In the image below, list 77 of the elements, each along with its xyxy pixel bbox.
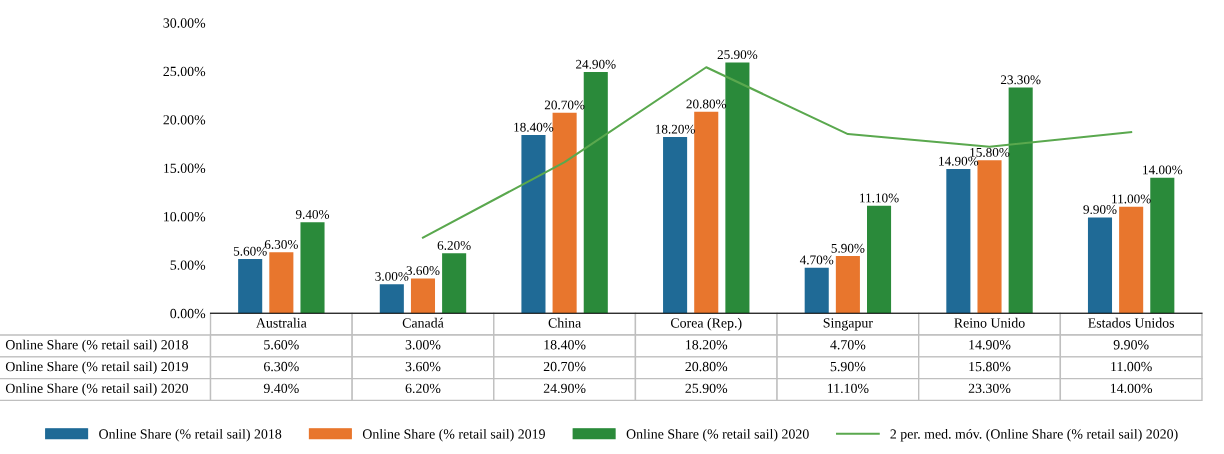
data-label: 3.60% — [405, 361, 441, 372]
y-tick-label: 30.00% — [163, 18, 206, 28]
text: 9.40% — [295, 209, 330, 219]
legend-label: Online Share (% retail sail) 2018 — [99, 428, 282, 442]
x-tick-label: Singapur — [823, 318, 873, 331]
text: 5.60% — [233, 246, 267, 256]
text: 11.10% — [860, 193, 899, 203]
bar — [238, 259, 263, 314]
data-label: 25.90% — [685, 383, 728, 394]
text: 14.00% — [1143, 165, 1183, 175]
x-tick-label: Estados Unidos — [1088, 317, 1175, 328]
data-label: 14.00% — [1110, 383, 1153, 394]
x-tick-label: Reino Unido — [954, 317, 1025, 328]
data-label: 11.00% — [1111, 361, 1152, 372]
data-label: 9.90% — [1113, 340, 1149, 350]
bar — [1150, 177, 1175, 314]
bar — [1119, 206, 1144, 314]
text: 23.30% — [1000, 75, 1041, 85]
legend-label: 2 per. med. móv. (Online Share (% retail sail) 2020) — [890, 428, 1178, 442]
bar — [694, 111, 719, 314]
bar — [442, 253, 467, 314]
bar — [977, 160, 1002, 314]
text: 14.90% — [939, 156, 979, 166]
x-tick-label: Corea (Rep.) — [670, 317, 742, 331]
y-tick-label: 25.00% — [163, 66, 206, 77]
legend-label: Online Share (% retail sail) 2019 — [362, 428, 545, 442]
y-tick-label: 10.00% — [164, 211, 206, 222]
bar — [379, 284, 404, 314]
bar — [410, 278, 436, 314]
data-label: 20.80% — [685, 361, 728, 372]
text: 6.30% — [264, 239, 298, 249]
text: 5.90% — [831, 243, 865, 253]
data-label: 20.70% — [543, 361, 586, 372]
bar — [663, 136, 688, 314]
x-tick-label: Australia — [256, 317, 307, 328]
bar — [725, 62, 750, 314]
y-tick-label: 0.00% — [170, 308, 206, 319]
bar — [867, 205, 892, 314]
data-label: 6.30% — [264, 361, 299, 372]
y-tick-label: 15.00% — [164, 163, 206, 173]
bar — [583, 72, 608, 314]
data-label: 18.20% — [686, 340, 728, 350]
bar — [835, 256, 860, 314]
data-label: 5.60% — [264, 340, 299, 350]
bar — [521, 135, 546, 314]
bar — [1008, 87, 1033, 314]
data-label: 3.00% — [405, 340, 441, 350]
bar — [946, 168, 971, 314]
data-label: 15.80% — [969, 361, 1011, 372]
text: 9.90% — [1083, 205, 1117, 215]
bar — [804, 267, 829, 314]
bar — [269, 252, 294, 314]
data-label: 4.70% — [830, 340, 866, 350]
data-label: 23.30% — [968, 383, 1011, 394]
text: Online Share (% retail sail) 2020 — [5, 383, 189, 396]
data-label: 18.40% — [544, 340, 586, 350]
x-tick-label: Canadá — [402, 317, 444, 328]
x-tick-label: China — [548, 317, 582, 328]
text: 20.80% — [686, 99, 727, 109]
text: 6.20% — [437, 240, 471, 250]
bar — [552, 112, 577, 314]
text: Online Share (% retail sail) 2019 — [5, 361, 188, 375]
y-tick-label: 20.00% — [163, 115, 206, 125]
text: Online Share (% retail sail) 2018 — [5, 339, 189, 353]
data-label: 9.40% — [263, 383, 299, 394]
text: 24.90% — [576, 59, 616, 69]
data-label: 5.90% — [830, 361, 866, 372]
bar — [1087, 217, 1113, 314]
data-label: 14.90% — [969, 340, 1011, 350]
text: 25.90% — [717, 50, 758, 60]
bar — [300, 222, 325, 314]
legend-label: Online Share (% retail sail) 2020 — [626, 428, 809, 442]
text: 4.70% — [799, 255, 834, 265]
y-tick-label: 5.00% — [170, 260, 206, 270]
data-label: 11.10% — [827, 383, 869, 394]
data-label: 6.20% — [405, 383, 441, 394]
data-label: 24.90% — [543, 383, 586, 394]
